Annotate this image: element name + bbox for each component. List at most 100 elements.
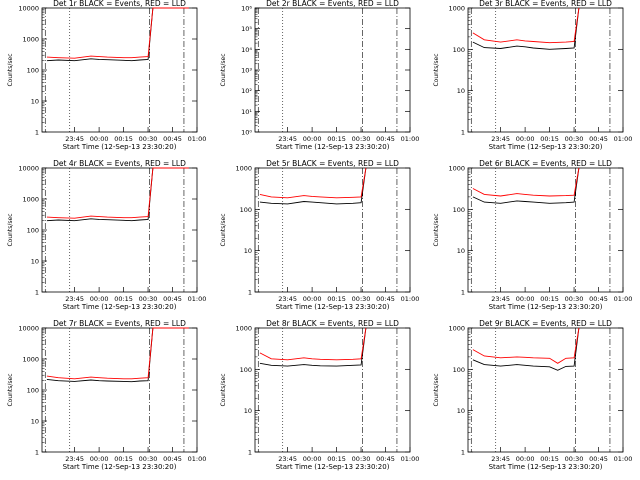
x-tick-label: 23:45: [65, 455, 84, 463]
chart-panel: Det 7r BLACK = Events, RED = LLD 1 10 100 10…: [7, 319, 206, 471]
x-tick-label: 00:00: [516, 295, 535, 303]
y-tick-label: 100: [453, 206, 465, 214]
chart-title: Det 6r BLACK = Events, RED = LLD: [479, 159, 612, 168]
y-axis-label: Counts/sec: [7, 53, 14, 86]
x-tick-label: 00:30: [565, 455, 584, 463]
y-tick-label: 10²: [241, 87, 252, 95]
x-axis-label: Start Time (12-Sep-13 23:30:20): [276, 463, 390, 471]
plot-frame: [467, 7, 624, 133]
x-tick-label: 00:00: [516, 135, 535, 143]
x-tick-label: 00:15: [540, 295, 559, 303]
chart-panel: Det 2r BLACK = Events, RED = LLD 10⁰ 10¹ 10…: [220, 0, 419, 151]
y-axis-label: Counts/sec: [433, 53, 440, 86]
y-tick-label: 10: [244, 407, 252, 415]
y-tick-label: 10000: [18, 325, 39, 333]
x-tick-label: 01:00: [401, 295, 420, 303]
y-tick-label: 100: [453, 46, 465, 54]
x-tick-label: 00:00: [90, 135, 109, 143]
series-line: [46, 7, 189, 59]
x-tick-label: 00:00: [90, 455, 109, 463]
y-tick-label: 1000: [22, 36, 39, 44]
y-tick-label: 10⁶: [241, 5, 252, 13]
y-tick-label: 100: [27, 387, 39, 395]
x-axis-label: Start Time (12-Sep-13 23:30:20): [63, 143, 177, 151]
x-axis-label: Start Time (12-Sep-13 23:30:20): [276, 143, 390, 151]
x-tick-label: 00:30: [139, 135, 158, 143]
chart-title: Det 1r BLACK = Events, RED = LLD: [53, 0, 186, 8]
y-tick-label: 10: [31, 258, 39, 266]
y-tick-label: 10³: [241, 67, 252, 75]
x-tick-label: 00:30: [352, 455, 371, 463]
y-axis-label: Counts/sec: [433, 373, 440, 406]
y-axis-label: Counts/sec: [7, 213, 14, 246]
y-tick-label: 10: [457, 407, 465, 415]
x-tick-label: 00:45: [163, 455, 182, 463]
x-axis-label: Start Time (12-Sep-13 23:30:20): [489, 303, 603, 311]
plot-frame: [467, 167, 624, 293]
x-tick-label: 00:00: [90, 295, 109, 303]
x-axis-label: Start Time (12-Sep-13 23:30:20): [489, 463, 603, 471]
series-line: [259, 167, 367, 199]
x-tick-label: 00:00: [303, 455, 322, 463]
x-tick-label: 00:15: [540, 135, 559, 143]
y-tick-label: 10¹: [241, 108, 252, 116]
x-tick-label: 00:30: [565, 295, 584, 303]
chart-title: Det 5r BLACK = Events, RED = LLD: [266, 159, 399, 168]
y-tick-label: 1: [248, 449, 252, 457]
x-tick-label: 00:45: [589, 295, 608, 303]
y-tick-label: 1000: [22, 196, 39, 204]
y-tick-label: 1: [461, 449, 465, 457]
x-tick-label: 00:45: [589, 135, 608, 143]
x-tick-label: 01:00: [614, 135, 633, 143]
y-axis-label: Counts/sec: [220, 213, 227, 246]
series-line: [472, 327, 580, 364]
y-axis-label: Counts/sec: [433, 213, 440, 246]
x-tick-label: 00:15: [114, 455, 133, 463]
series-line: [472, 7, 580, 50]
y-axis-label: Counts/sec: [7, 373, 14, 406]
y-tick-label: 100: [240, 206, 252, 214]
series-line: [472, 167, 580, 197]
y-tick-label: 1000: [235, 165, 252, 173]
x-tick-label: 00:00: [516, 455, 535, 463]
y-tick-label: 100: [27, 67, 39, 75]
x-tick-label: 01:00: [614, 455, 633, 463]
y-tick-label: 100: [27, 227, 39, 235]
x-tick-label: 01:00: [401, 455, 420, 463]
y-tick-label: 10: [244, 247, 252, 255]
x-tick-label: 00:30: [352, 135, 371, 143]
plot-frame: [254, 327, 411, 453]
y-tick-label: 1: [35, 129, 39, 137]
x-axis-label: Start Time (12-Sep-13 23:30:20): [63, 303, 177, 311]
chart-panel: Det 6r BLACK = Events, RED = LLD 1 10 100 10…: [433, 159, 632, 311]
x-tick-label: 00:15: [327, 295, 346, 303]
x-tick-label: 01:00: [614, 295, 633, 303]
x-axis-label: Start Time (12-Sep-13 23:30:20): [489, 143, 603, 151]
x-tick-label: 00:15: [114, 295, 133, 303]
x-tick-label: 23:45: [65, 135, 84, 143]
y-tick-label: 100: [453, 366, 465, 374]
y-tick-label: 10000: [18, 165, 39, 173]
x-tick-label: 00:45: [163, 295, 182, 303]
x-tick-label: 00:30: [565, 135, 584, 143]
y-tick-label: 1: [461, 129, 465, 137]
chart-title: Det 9r BLACK = Events, RED = LLD: [479, 319, 612, 328]
y-axis-label: Counts/sec: [220, 373, 227, 406]
x-tick-label: 00:45: [376, 455, 395, 463]
x-tick-label: 00:45: [376, 295, 395, 303]
series-line: [46, 327, 189, 380]
x-tick-label: 00:15: [540, 455, 559, 463]
y-tick-label: 10: [457, 247, 465, 255]
y-tick-label: 10⁰: [241, 129, 252, 137]
x-tick-label: 00:00: [303, 135, 322, 143]
chart-title: Det 2r BLACK = Events, RED = LLD: [266, 0, 399, 8]
y-tick-label: 1000: [448, 165, 465, 173]
series-line: [259, 167, 367, 205]
y-tick-label: 10: [31, 418, 39, 426]
x-tick-label: 23:45: [65, 295, 84, 303]
y-tick-label: 1: [248, 289, 252, 297]
chart-title: Det 7r BLACK = Events, RED = LLD: [53, 319, 186, 328]
x-tick-label: 00:15: [327, 455, 346, 463]
